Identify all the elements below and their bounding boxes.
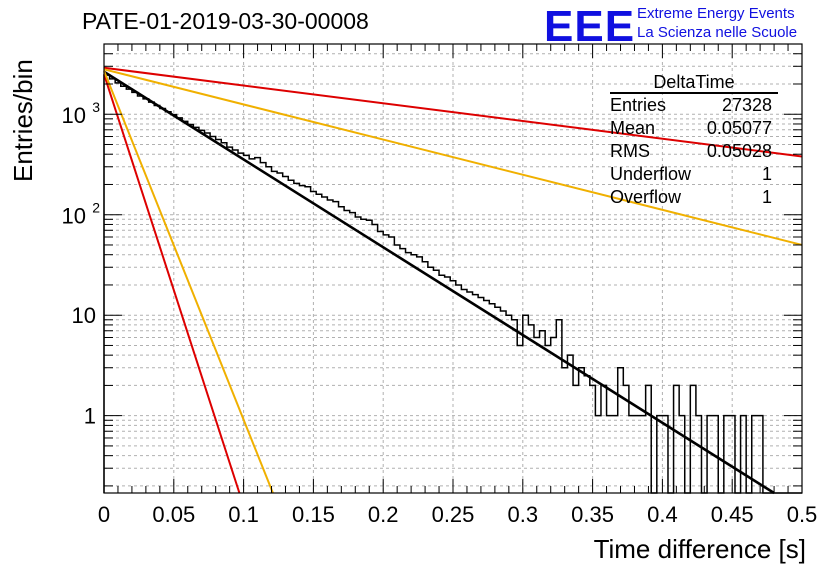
histogram-deltatime (103, 74, 802, 494)
x-axis-label: Time difference [s] (593, 534, 806, 564)
y-tick-label: 10 (72, 303, 96, 328)
x-tick-label: 0.35 (571, 502, 614, 527)
y-tick-label: 10 (62, 103, 86, 128)
fit-line-3 (103, 73, 241, 494)
stats-value: 0.05077 (706, 118, 772, 138)
stats-value: 1 (761, 164, 772, 184)
stats-label: Mean (610, 118, 656, 138)
x-tick-label: 0.3 (508, 502, 539, 527)
stats-label: Entries (610, 95, 667, 115)
x-tick-label: 0.2 (368, 502, 399, 527)
logo-line-2: La Scienza nelle Scuole (637, 24, 798, 41)
eee-logo: EEE (544, 2, 636, 51)
stats-row-rms: RMS 0.05028 (610, 140, 778, 163)
stats-row-entries: Entries 27328 (610, 94, 778, 117)
chart-title: PATE-01-2019-03-30-00008 (82, 8, 369, 34)
stats-value: 0.05028 (706, 141, 772, 161)
y-axis-label: Entries/bin (8, 59, 38, 182)
stats-value: 1 (761, 187, 772, 207)
stats-row-overflow: Overflow 1 (610, 186, 778, 209)
x-tick-label: 0.45 (711, 502, 754, 527)
y-tick-exponent: 2 (92, 200, 100, 216)
y-tick-label: 1 (84, 404, 96, 429)
fit-line-4 (103, 70, 274, 494)
logo-caption: Extreme Energy Events La Scienza nelle S… (637, 4, 797, 42)
y-tick-label: 10 (62, 204, 86, 229)
x-tick-label: 0.25 (432, 502, 475, 527)
stats-title: DeltaTime (610, 72, 778, 94)
fit-line-0 (103, 70, 775, 495)
x-tick-label: 0.4 (647, 502, 678, 527)
x-tick-label: 0.5 (787, 502, 818, 527)
x-tick-label: 0.15 (292, 502, 335, 527)
stats-row-mean: Mean 0.05077 (610, 117, 778, 140)
stats-row-underflow: Underflow 1 (610, 163, 778, 186)
x-tick-label: 0.05 (152, 502, 195, 527)
x-tick-label: 0.1 (228, 502, 259, 527)
y-tick-exponent: 3 (92, 99, 100, 115)
stats-label: RMS (610, 141, 650, 161)
stats-box: DeltaTime Entries 27328 Mean 0.05077 RMS… (610, 72, 778, 209)
fit-line-1 (103, 66, 803, 158)
stats-label: Underflow (610, 164, 692, 184)
stats-value: 27328 (721, 95, 772, 115)
fit-line-2 (103, 68, 803, 246)
stats-label: Overflow (610, 187, 682, 207)
logo-line-1: Extreme Energy Events (637, 5, 795, 22)
x-tick-label: 0 (98, 502, 110, 527)
